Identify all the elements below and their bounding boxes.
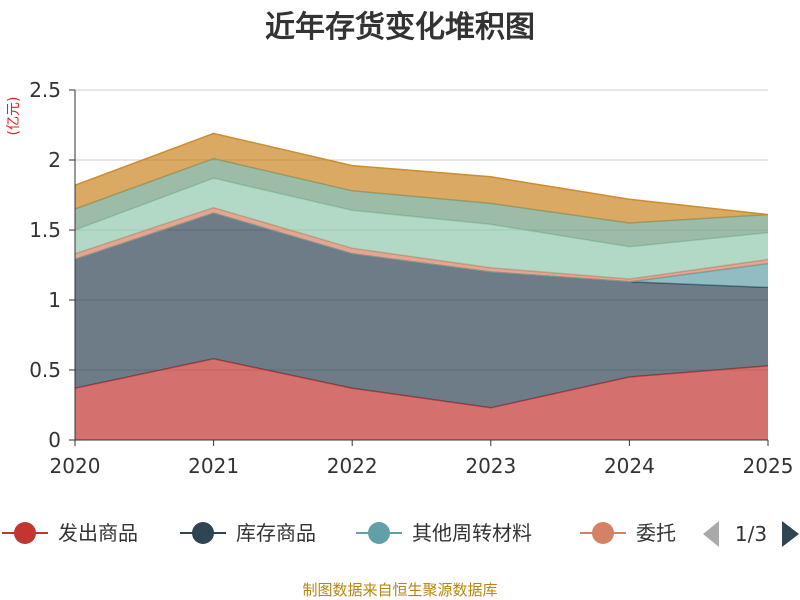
legend-marker xyxy=(192,522,214,544)
legend-marker xyxy=(14,522,36,544)
x-tick-label: 2020 xyxy=(50,454,101,478)
area-其他周转材料 xyxy=(75,213,768,288)
axes: 0 0.5 1 1.5 2 2.5 2020 2021 2022 2023 2024 2025 xyxy=(29,78,793,478)
legend-prev-arrow-icon[interactable] xyxy=(703,521,719,547)
y-tick-label: 0.5 xyxy=(29,358,61,382)
y-tick-label: 0 xyxy=(48,428,61,452)
y-unit-label: (亿元) xyxy=(6,97,22,136)
legend-label: 其他周转材料 xyxy=(412,521,532,545)
legend-marker xyxy=(368,522,390,544)
legend-label: 库存商品 xyxy=(236,521,316,545)
y-tick-label: 2.5 xyxy=(29,78,61,102)
area-在产品 xyxy=(75,158,768,247)
area-库存商品 xyxy=(75,213,768,408)
y-tick-label: 2 xyxy=(48,148,61,172)
area-发出商品 xyxy=(75,358,768,440)
area-原材料 xyxy=(75,178,768,279)
legend-label: 委托 xyxy=(636,521,676,545)
y-tick-label: 1 xyxy=(48,288,61,312)
legend-item[interactable]: 发出商品 xyxy=(2,521,138,545)
x-tick-label: 2023 xyxy=(465,454,516,478)
legend-item[interactable]: 委托 xyxy=(580,521,676,545)
x-tick-label: 2024 xyxy=(604,454,655,478)
legend-marker xyxy=(592,522,614,544)
legend-label: 发出商品 xyxy=(58,521,138,545)
area-series xyxy=(74,132,769,440)
legend-item[interactable]: 库存商品 xyxy=(180,521,316,545)
legend-item[interactable]: 其他周转材料 xyxy=(356,521,532,545)
x-tick-label: 2025 xyxy=(743,454,794,478)
x-tick-label: 2022 xyxy=(327,454,378,478)
line-周转材料 xyxy=(74,132,769,216)
x-tick-label: 2021 xyxy=(188,454,239,478)
y-tick-label: 1.5 xyxy=(29,218,61,242)
data-source-note: 制图数据来自恒生聚源数据库 xyxy=(302,581,497,599)
legend[interactable]: 发出商品 库存商品 其他周转材料 委托 1/3 xyxy=(2,521,799,547)
legend-next-arrow-icon[interactable] xyxy=(782,521,799,547)
chart-title: 近年存货变化堆积图 xyxy=(265,10,535,45)
area-周转材料 xyxy=(75,133,768,223)
legend-page-indicator: 1/3 xyxy=(735,522,767,546)
